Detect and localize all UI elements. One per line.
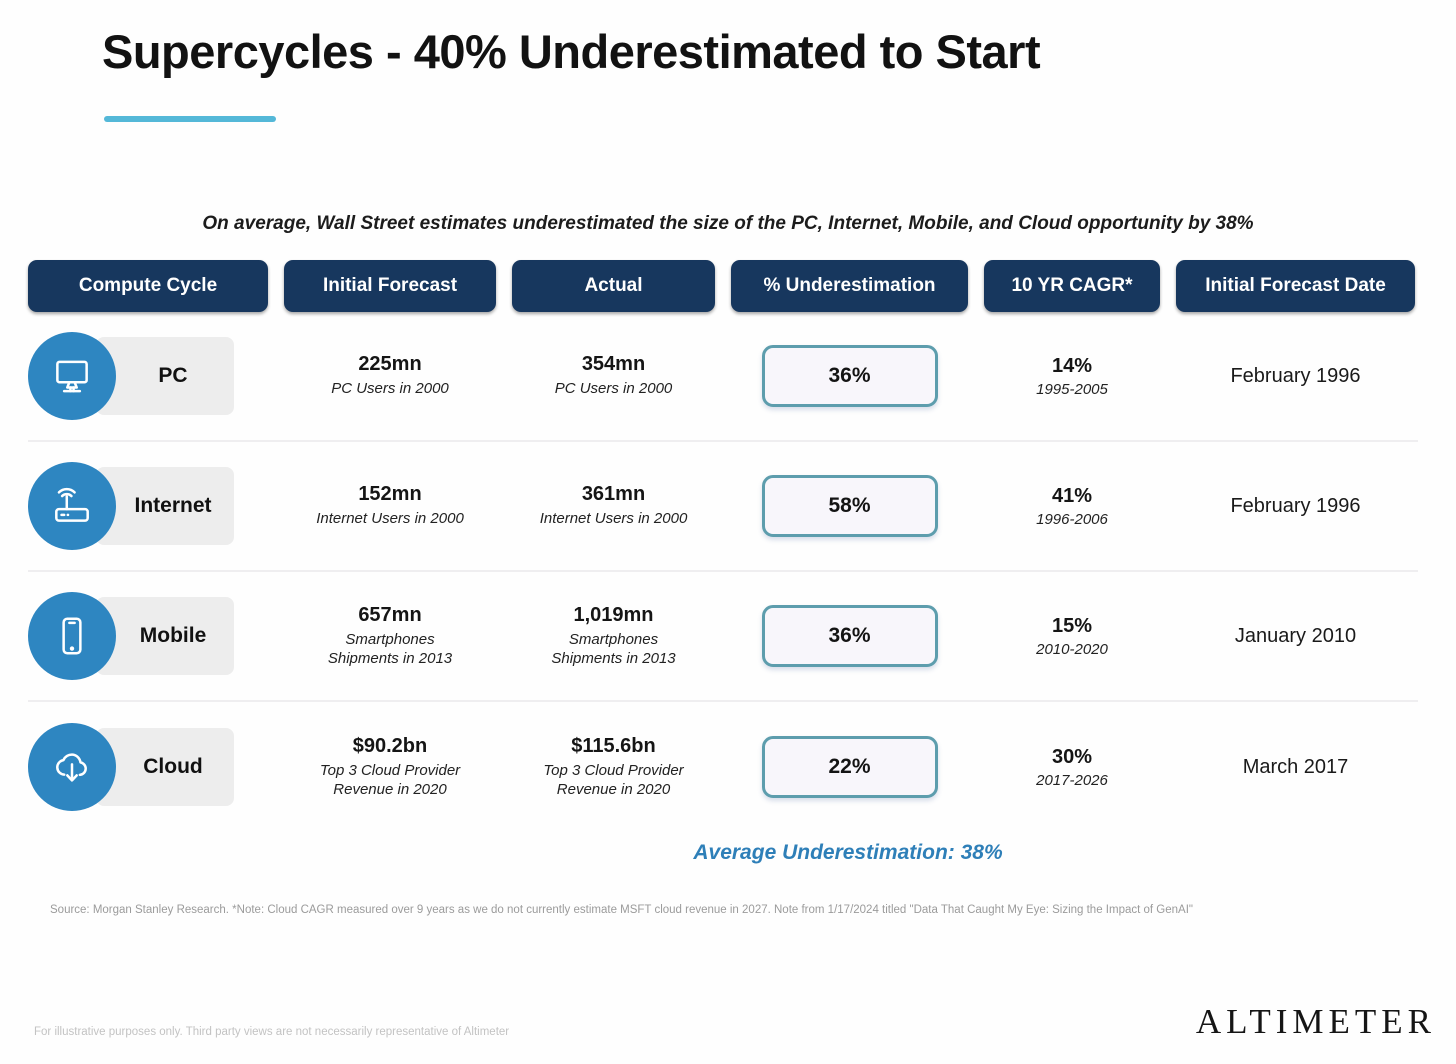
page-title: Supercycles - 40% Underestimated to Star… [102,25,1041,78]
initial-forecast-value: 152mn [358,483,422,506]
column-header-cagr: 10 YR CAGR* [984,260,1160,312]
actual-cell: 361mn Internet Users in 2000 [512,483,715,529]
column-header-forecast-date: Initial Forecast Date [1176,260,1415,312]
initial-forecast-note: Top 3 Cloud Provider Revenue in 2020 [319,761,461,798]
cloud-download-icon [28,723,116,811]
actual-value: 1,019mn [573,603,654,626]
initial-forecast-note: Smartphones Shipments in 2013 [327,630,453,667]
underestimation-cell: 58% [731,475,968,537]
forecast-date: March 2017 [1242,755,1349,778]
router-wifi-icon [28,462,116,550]
underestimation-badge: 22% [761,736,938,798]
initial-forecast-cell: 225mn PC Users in 2000 [284,353,496,399]
supercycles-table: Compute Cycle Initial Forecast Actual % … [28,260,1418,832]
cagr-value: 30% [1051,745,1093,768]
initial-forecast-cell: 152mn Internet Users in 2000 [284,483,496,529]
cagr-cell: 41% 1996-2006 [984,485,1160,528]
title-underline [104,116,276,122]
actual-note: Internet Users in 2000 [539,510,688,528]
actual-note: PC Users in 2000 [554,380,673,398]
actual-cell: 1,019mn Smartphones Shipments in 2013 [512,604,715,669]
actual-cell: $115.6bn Top 3 Cloud Provider Revenue in… [512,735,715,800]
initial-forecast-value: 657mn [358,603,422,626]
source-footnote: Source: Morgan Stanley Research. *Note: … [50,904,1193,916]
smartphone-icon [28,592,116,680]
actual-cell: 354mn PC Users in 2000 [512,353,715,399]
cagr-value: 14% [1051,354,1093,377]
initial-forecast-note: PC Users in 2000 [331,380,449,398]
forecast-date: February 1996 [1230,494,1361,517]
desktop-monitor-icon [28,332,116,420]
column-header-initial-forecast: Initial Forecast [284,260,496,312]
disclaimer-footnote: For illustrative purposes only. Third pa… [34,1026,510,1038]
cagr-value: 41% [1051,484,1093,507]
cagr-period: 1995-2005 [1036,380,1108,398]
cagr-period: 2010-2020 [1036,640,1108,658]
column-header-compute-cycle: Compute Cycle [28,260,268,312]
actual-value: $115.6bn [571,734,656,757]
underestimation-cell: 36% [731,345,968,407]
cagr-value: 15% [1051,614,1093,637]
initial-forecast-value: $90.2bn [352,734,428,757]
average-underestimation-note: Average Underestimation: 38% [693,841,1003,864]
table-row-pc: PC 225mn PC Users in 2000 354mn PC Users… [28,312,1418,442]
initial-forecast-cell: $90.2bn Top 3 Cloud Provider Revenue in … [284,735,496,800]
table-row-internet: Internet 152mn Internet Users in 2000 36… [28,442,1418,572]
cagr-period: 2017-2026 [1036,771,1108,789]
table-header-row: Compute Cycle Initial Forecast Actual % … [28,260,1418,312]
column-header-underestimation: % Underestimation [731,260,968,312]
cagr-cell: 15% 2010-2020 [984,615,1160,658]
cagr-cell: 30% 2017-2026 [984,746,1160,789]
underestimation-cell: 36% [731,605,968,667]
cycle-label: Mobile [96,597,234,675]
altimeter-logo: ALTIMETER [1195,1002,1436,1041]
cycle-label: PC [96,337,234,415]
cycle-cell-cloud: Cloud [28,723,268,811]
cycle-cell-pc: PC [28,332,268,420]
underestimation-badge: 36% [761,605,938,667]
actual-value: 361mn [581,483,646,506]
cagr-period: 1996-2006 [1036,510,1108,528]
actual-note: Smartphones Shipments in 2013 [551,630,676,667]
cycle-label: Cloud [96,728,234,806]
forecast-date: February 1996 [1230,364,1361,387]
cycle-cell-internet: Internet [28,462,268,550]
actual-note: Top 3 Cloud Provider Revenue in 2020 [543,761,684,798]
column-header-actual: Actual [512,260,715,312]
subtitle: On average, Wall Street estimates undere… [202,213,1254,234]
initial-forecast-value: 225mn [358,353,422,376]
cycle-cell-mobile: Mobile [28,592,268,680]
underestimation-cell: 22% [731,736,968,798]
cagr-cell: 14% 1995-2005 [984,355,1160,398]
actual-value: 354mn [581,353,646,376]
table-row-cloud: Cloud $90.2bn Top 3 Cloud Provider Reven… [28,702,1418,832]
initial-forecast-cell: 657mn Smartphones Shipments in 2013 [284,604,496,669]
underestimation-badge: 58% [761,475,938,537]
table-row-mobile: Mobile 657mn Smartphones Shipments in 20… [28,572,1418,702]
cycle-label: Internet [96,467,234,545]
underestimation-badge: 36% [761,345,938,407]
forecast-date: January 2010 [1234,624,1357,647]
initial-forecast-note: Internet Users in 2000 [316,510,464,528]
